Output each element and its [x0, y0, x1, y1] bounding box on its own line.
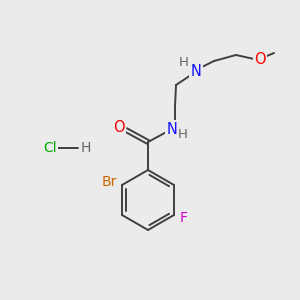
Text: N: N: [190, 64, 201, 79]
Text: O: O: [254, 52, 266, 67]
Text: H: H: [179, 56, 189, 70]
Text: H: H: [178, 128, 188, 140]
Text: H: H: [81, 141, 91, 155]
Text: O: O: [113, 121, 125, 136]
Text: N: N: [167, 122, 177, 136]
Text: F: F: [180, 211, 188, 225]
Text: Cl: Cl: [43, 141, 57, 155]
Text: Br: Br: [101, 175, 117, 189]
